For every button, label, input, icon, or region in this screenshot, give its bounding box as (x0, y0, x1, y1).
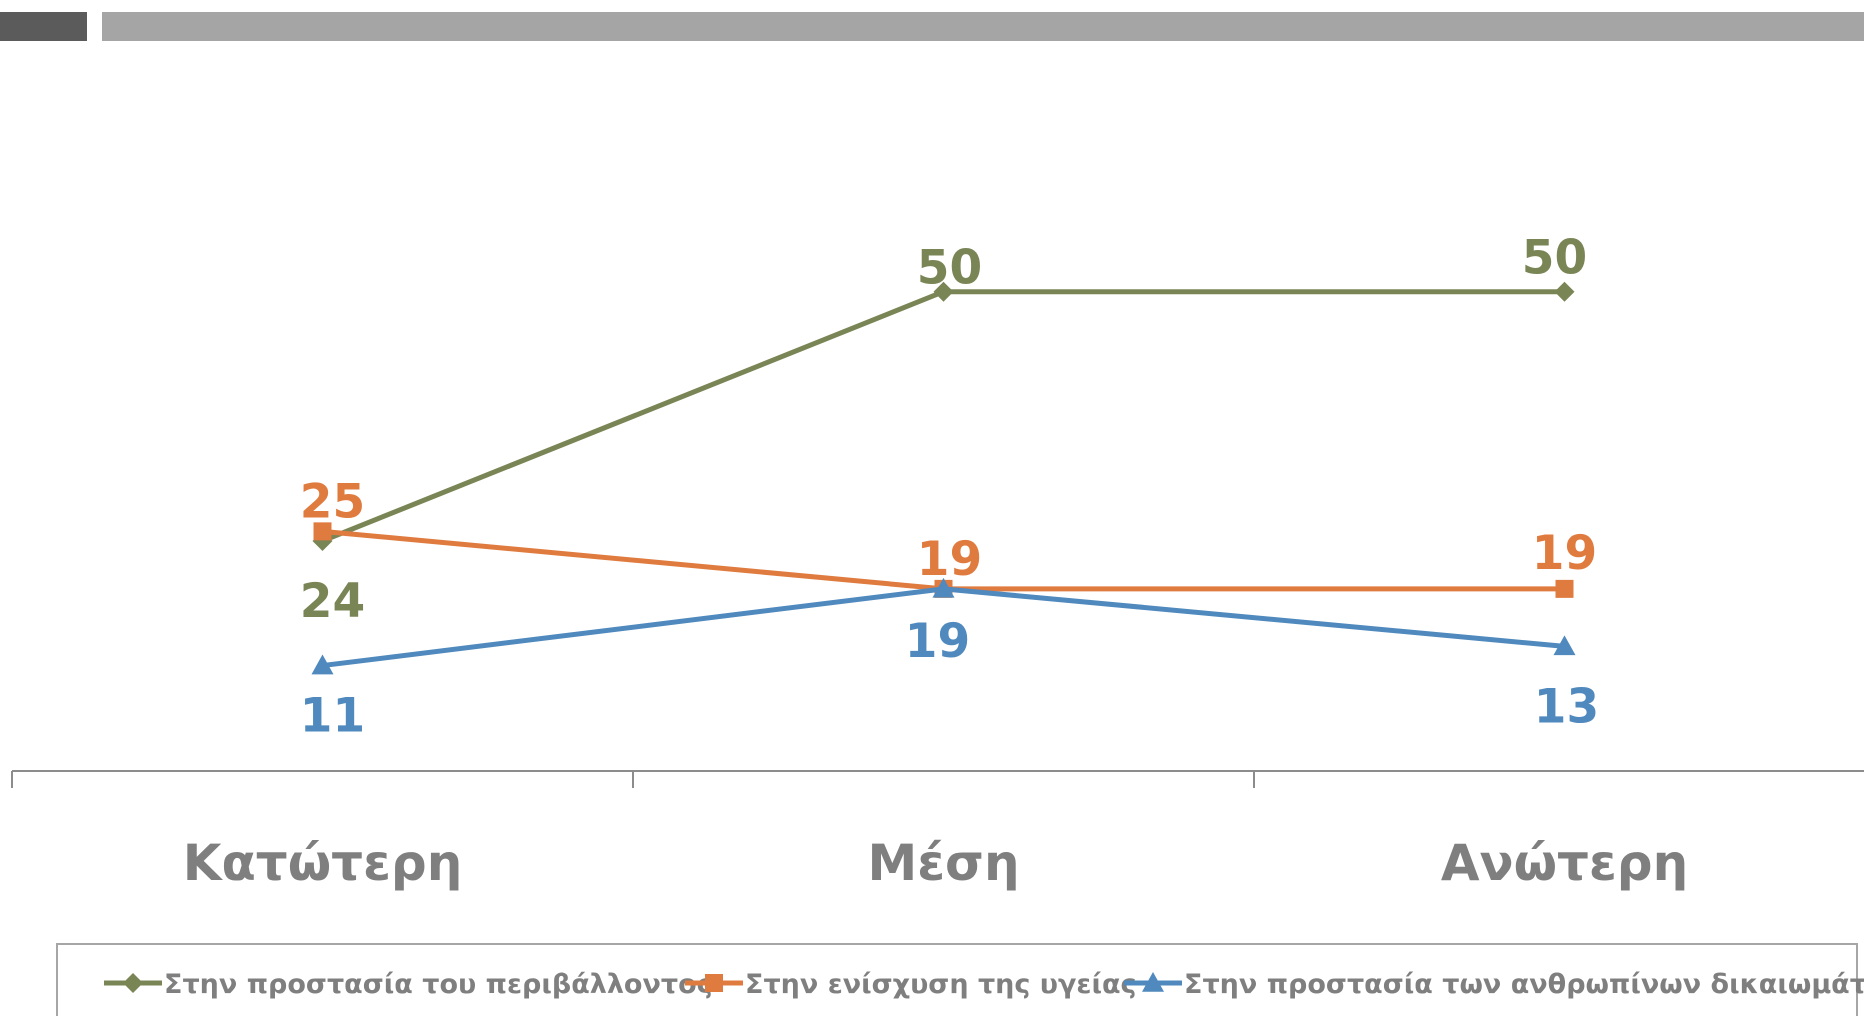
data-label: 19 (905, 614, 970, 669)
x-tick-label: Ανώτερη (1441, 834, 1688, 892)
series-point (1554, 281, 1575, 302)
data-label: 25 (300, 474, 365, 529)
data-label: 50 (1522, 231, 1587, 286)
series-point (313, 522, 332, 541)
plot-area (311, 281, 1576, 675)
data-label: 13 (1534, 679, 1599, 734)
data-label: 11 (300, 689, 365, 744)
legend-entry: Στην προστασία του περιβάλλοντος (164, 969, 713, 1000)
data-label: 19 (917, 532, 982, 587)
x-axis: Κατώτερη Μέση Ανώτερη (11, 770, 1864, 892)
series-point (932, 577, 955, 598)
series-point (311, 654, 334, 675)
legend-box (56, 943, 1858, 1016)
x-tick-label: Μέση (867, 834, 1019, 892)
legend-marker (1142, 972, 1164, 992)
data-label: 50 (917, 241, 982, 296)
series-point (1553, 635, 1576, 656)
legend-entry: Στην προστασία των ανθρωπίνων δικαιωμάτω… (1184, 969, 1864, 1000)
x-tick-label: Κατώτερη (183, 834, 463, 892)
series-point (1555, 579, 1574, 598)
legend-marker (123, 973, 143, 993)
header-bar (102, 12, 1864, 41)
data-label: 24 (300, 574, 365, 629)
legend-entry: Στην ενίσχυση της υγείας (745, 969, 1137, 1000)
legend: Στην προστασία του περιβάλλοντος Στην ενί… (104, 969, 1864, 1000)
legend-marker (705, 974, 723, 992)
data-label: 19 (1532, 526, 1597, 581)
series-line (321, 289, 1565, 544)
data-labels: 24 50 50 25 19 19 11 19 13 (300, 231, 1599, 744)
header-block (0, 12, 87, 41)
series-point (933, 281, 954, 302)
